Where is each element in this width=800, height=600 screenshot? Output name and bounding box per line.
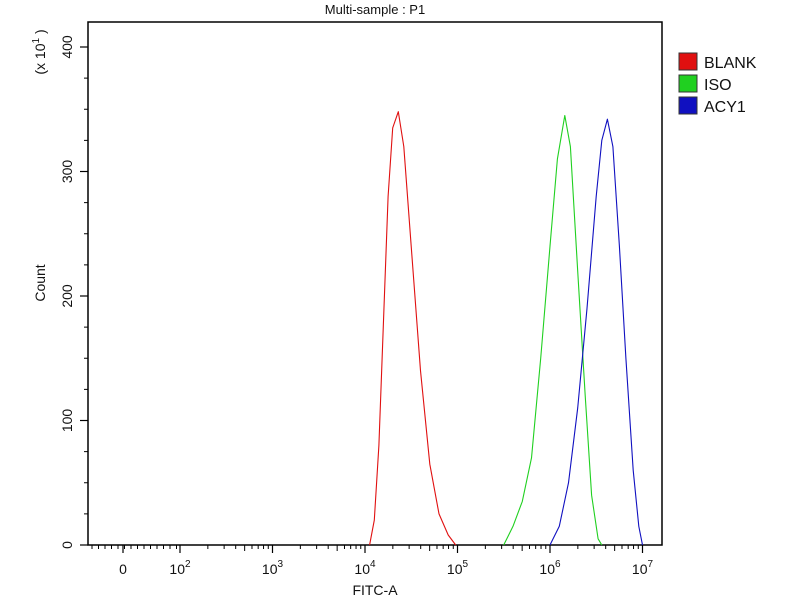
y-tick-label: 400 [59,35,75,59]
x-tick-label: 106 [539,559,561,577]
y-tick-label: 0 [59,541,75,549]
y-axis-label: Count [32,264,48,301]
legend-label-blank: BLANK [704,55,757,72]
x-tick-label: 107 [632,559,654,577]
chart-title: Multi-sample : P1 [325,2,425,17]
legend-swatch-iso [678,74,698,93]
y-tick-label: 200 [59,284,75,308]
x-axis-label: FITC-A [352,582,398,598]
x-tick-label: 105 [447,559,469,577]
y-tick-label: 300 [59,160,75,184]
plot-frame [87,21,663,546]
legend-label-acy1: ACY1 [704,99,746,116]
series-iso-line [503,114,603,546]
x-tick-label: 103 [262,559,284,577]
y-tick-label: 100 [59,409,75,433]
legend-label-iso: ISO [704,77,732,94]
y-multiplier: (x 101 ) [31,29,48,74]
legend-swatch-blank [678,52,698,71]
x-tick-label: 104 [354,559,376,577]
x-tick-label: 0 [119,561,127,577]
x-tick-label: 102 [169,559,191,577]
series-acy1-line [549,118,644,546]
series-blank-line [369,111,457,546]
legend-swatch-acy1 [678,96,698,115]
